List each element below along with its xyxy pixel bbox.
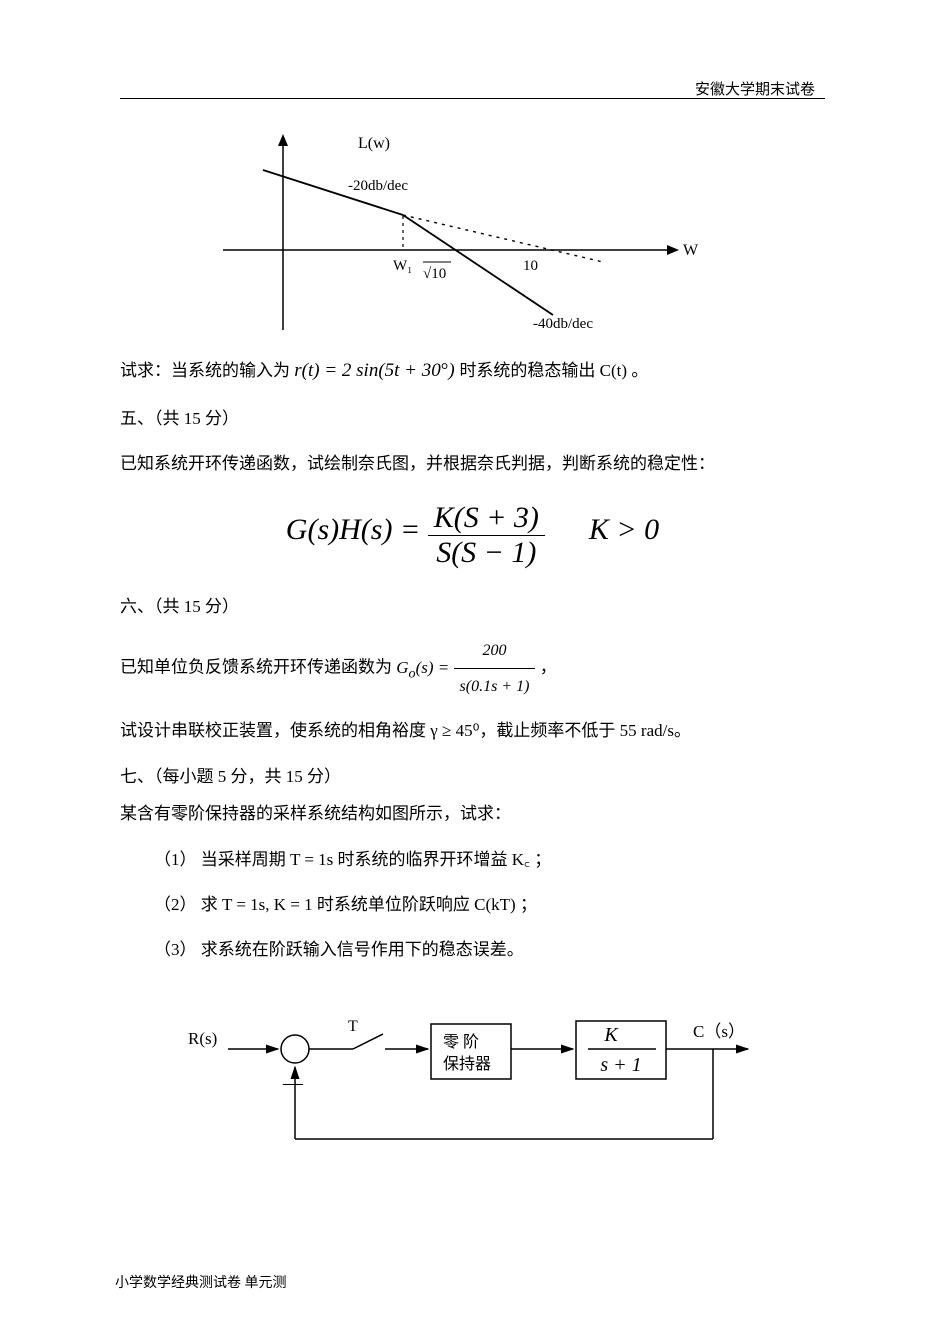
block-diagram-svg: R(s) — T 零 阶 保持器 K s + 1 (173, 989, 773, 1179)
w1-tick: W₁ (393, 258, 412, 274)
slope2-text: -40db/dec (533, 316, 593, 332)
q6-eq-num: 200 (454, 633, 536, 669)
q6-line1: 已知单位负反馈系统开环传递函数为 Go(s) = 200 s(0.1s + 1)… (120, 633, 825, 704)
q7-item-2: （2） 求 T = 1s, K = 1 时系统单位阶跃响应 C(kT) ； (120, 886, 825, 923)
q5-text: 已知系统开环传递函数，试绘制奈氏图，并根据奈氏判据，判断系统的稳定性： (120, 445, 825, 482)
header-underline (120, 98, 825, 99)
q7-item-3: （3） 求系统在阶跃输入信号作用下的稳态误差。 (120, 931, 825, 968)
q5-eq-cond: K > 0 (589, 513, 659, 546)
q7-title: 七、（每小题 5 分，共 15 分） (120, 758, 825, 795)
q5-equation: G(s)H(s) = K(S + 3) S(S − 1) K > 0 (120, 501, 825, 570)
tf-den: s + 1 (600, 1054, 641, 1076)
zoh-l2: 保持器 (443, 1055, 491, 1073)
q5-eq-ghs: G(s)H(s) = (286, 513, 428, 546)
q6-suffix: ， (540, 658, 557, 677)
slope1-text: -20db/dec (348, 178, 408, 194)
xlabel-text: W (683, 242, 699, 259)
minus-sign: — (282, 1072, 304, 1094)
tf-num: K (603, 1024, 619, 1046)
page-header: 安徽大学期末试卷 (695, 78, 815, 99)
cs-label: C（s） (693, 1022, 745, 1041)
q4-eq: r(t) = 2 sin(5t + 30°) (294, 360, 459, 381)
q5-eq-num: K(S + 3) (428, 501, 545, 536)
q6-prefix: 已知单位负反馈系统开环传递函数为 (120, 658, 392, 677)
sqrt10-tick: √10 (423, 266, 446, 282)
q5-eq-den: S(S − 1) (428, 536, 545, 570)
q7-intro: 某含有零阶保持器的采样系统结构如图所示，试求： (120, 795, 825, 832)
q6-eq-left: Go(s) = (396, 658, 453, 677)
rs-label: R(s) (188, 1029, 217, 1048)
ten-tick: 10 (523, 258, 538, 274)
q6-line2: 试设计串联校正装置，使系统的相角裕度 γ ≥ 45⁰，截止频率不低于 55 ra… (120, 712, 825, 749)
q6-eq-den: s(0.1s + 1) (454, 669, 536, 704)
q6-title: 六、（共 15 分） (120, 588, 825, 625)
q7-item-1: （1） 当采样周期 T = 1s 时系统的临界开环增益 K꜀ ； (120, 841, 825, 878)
block-diagram: R(s) — T 零 阶 保持器 K s + 1 (173, 989, 773, 1179)
page-footer: 小学数学经典测试卷 单元测 (115, 1272, 287, 1292)
ylabel-text: L(w) (358, 135, 390, 152)
sampler-T: T (348, 1018, 358, 1035)
zoh-l1: 零 阶 (443, 1033, 479, 1051)
q4-line: 试求：当系统的输入为 r(t) = 2 sin(5t + 30°) 时系统的稳态… (120, 350, 825, 392)
bode-figure: L(w) W -20db/dec -40db/dec W₁ √10 10 (223, 130, 723, 340)
q5-title: 五、（共 15 分） (120, 400, 825, 437)
q4-suffix: 时系统的稳态输出 C(t) 。 (459, 361, 648, 380)
q4-prefix: 试求：当系统的输入为 (120, 361, 290, 380)
bode-svg: L(w) W -20db/dec -40db/dec W₁ √10 10 (223, 130, 723, 340)
